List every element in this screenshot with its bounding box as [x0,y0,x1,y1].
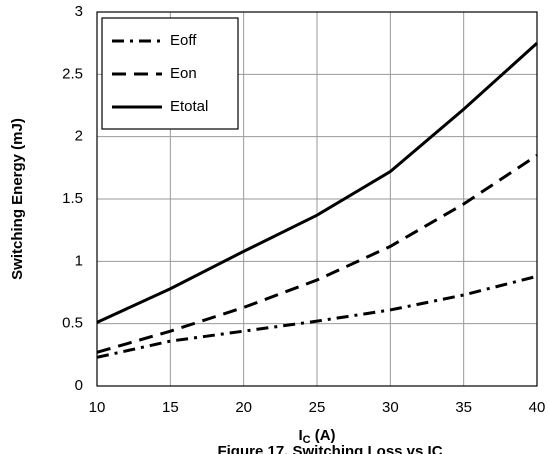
x-axis-label: IC (A) [298,427,335,446]
caption: Figure 17. Switching Loss vs IC [217,443,442,454]
legend-label: Etotal [170,98,208,115]
y-tick-label: 1.5 [62,190,83,207]
line-series [96,274,538,359]
y-axis-label: Switching Energy (mJ) [9,118,26,280]
y-tick-label: 0 [75,377,83,394]
y-tick-label: 2.5 [62,65,83,82]
x-tick-label: 20 [235,399,252,416]
x-tick-label: 40 [529,399,546,416]
x-tick-label: 25 [309,399,326,416]
x-tick-label: 10 [89,399,106,416]
x-tick-label: 35 [455,399,472,416]
line-series [96,42,539,324]
x-axis-label-suffix: (A) [311,427,336,444]
y-tick-label: 3 [75,3,83,20]
x-axis-label-main: I [298,427,302,444]
y-tick-label: 2 [75,128,83,145]
y-tick-label: 0.5 [62,315,83,332]
y-tick-label: 1 [75,252,83,269]
legend-label: Eoff [170,32,197,49]
x-tick-label: 30 [382,399,399,416]
x-tick-label: 15 [162,399,179,416]
legend-label: Eon [170,65,197,82]
x-axis-label-sub: C [303,434,311,446]
line-series [96,154,538,354]
plot-frame [96,11,538,387]
